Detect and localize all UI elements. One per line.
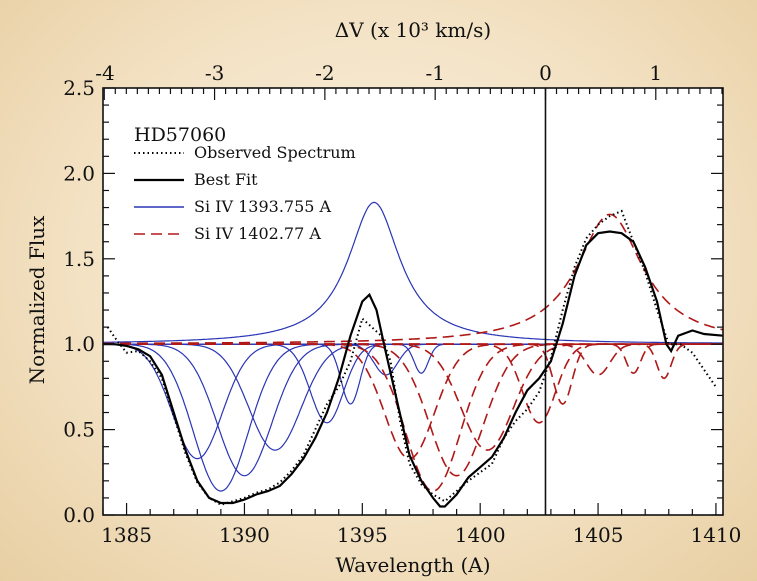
red-emission-curve: [103, 213, 724, 345]
plot-area: [103, 88, 723, 515]
labels-layer: ΔV (x 10³ km/s) Wavelength (A) Normalize…: [25, 18, 491, 577]
ticks-layer: 1385 1390 1395 1400 1405 1410 0.0 0.5 1.0 1.5 2.0 2…: [63, 61, 741, 547]
red-component-9: [103, 343, 723, 380]
y-tick-label: 1.5: [63, 247, 95, 271]
x-axis-title: Wavelength (A): [335, 553, 490, 577]
x-tick-label: 1410: [690, 523, 741, 547]
y-tick-label: 2.0: [63, 161, 95, 185]
legend-label: Si IV 1402.77 A: [194, 224, 321, 243]
y-tick-label: 0.0: [63, 503, 95, 527]
legend-label: Observed Spectrum: [194, 143, 356, 162]
y-tick-label: 1.0: [63, 332, 95, 356]
top-axis-title: ΔV (x 10³ km/s): [335, 18, 491, 42]
top-tick-label: -3: [205, 61, 224, 85]
best-fit-curve: [103, 230, 724, 508]
y-tick-label: 0.5: [63, 418, 95, 442]
x-tick-label: 1390: [219, 523, 270, 547]
star-name-label: HD57060: [134, 124, 226, 146]
blue-emission-curve: [103, 201, 723, 344]
legend-label: Best Fit: [194, 170, 258, 189]
y-tick-label: 2.5: [63, 76, 95, 100]
top-tick-label: 1: [649, 61, 662, 85]
x-tick-label: 1405: [573, 523, 624, 547]
top-tick-label: 0: [539, 61, 552, 85]
x-tick-label: 1385: [101, 523, 152, 547]
legend: Observed Spectrum Best Fit Si IV 1393.755 …: [134, 143, 356, 243]
legend-label: Si IV 1393.755 A: [194, 197, 332, 216]
plot-background: [103, 88, 723, 515]
top-tick-label: -2: [315, 61, 334, 85]
x-tick-label: 1395: [337, 523, 388, 547]
curves-layer: [103, 88, 724, 515]
y-axis-title: Normalized Flux: [25, 215, 49, 384]
top-tick-label: -1: [425, 61, 444, 85]
top-tick-label: -4: [95, 61, 114, 85]
x-tick-label: 1400: [455, 523, 506, 547]
